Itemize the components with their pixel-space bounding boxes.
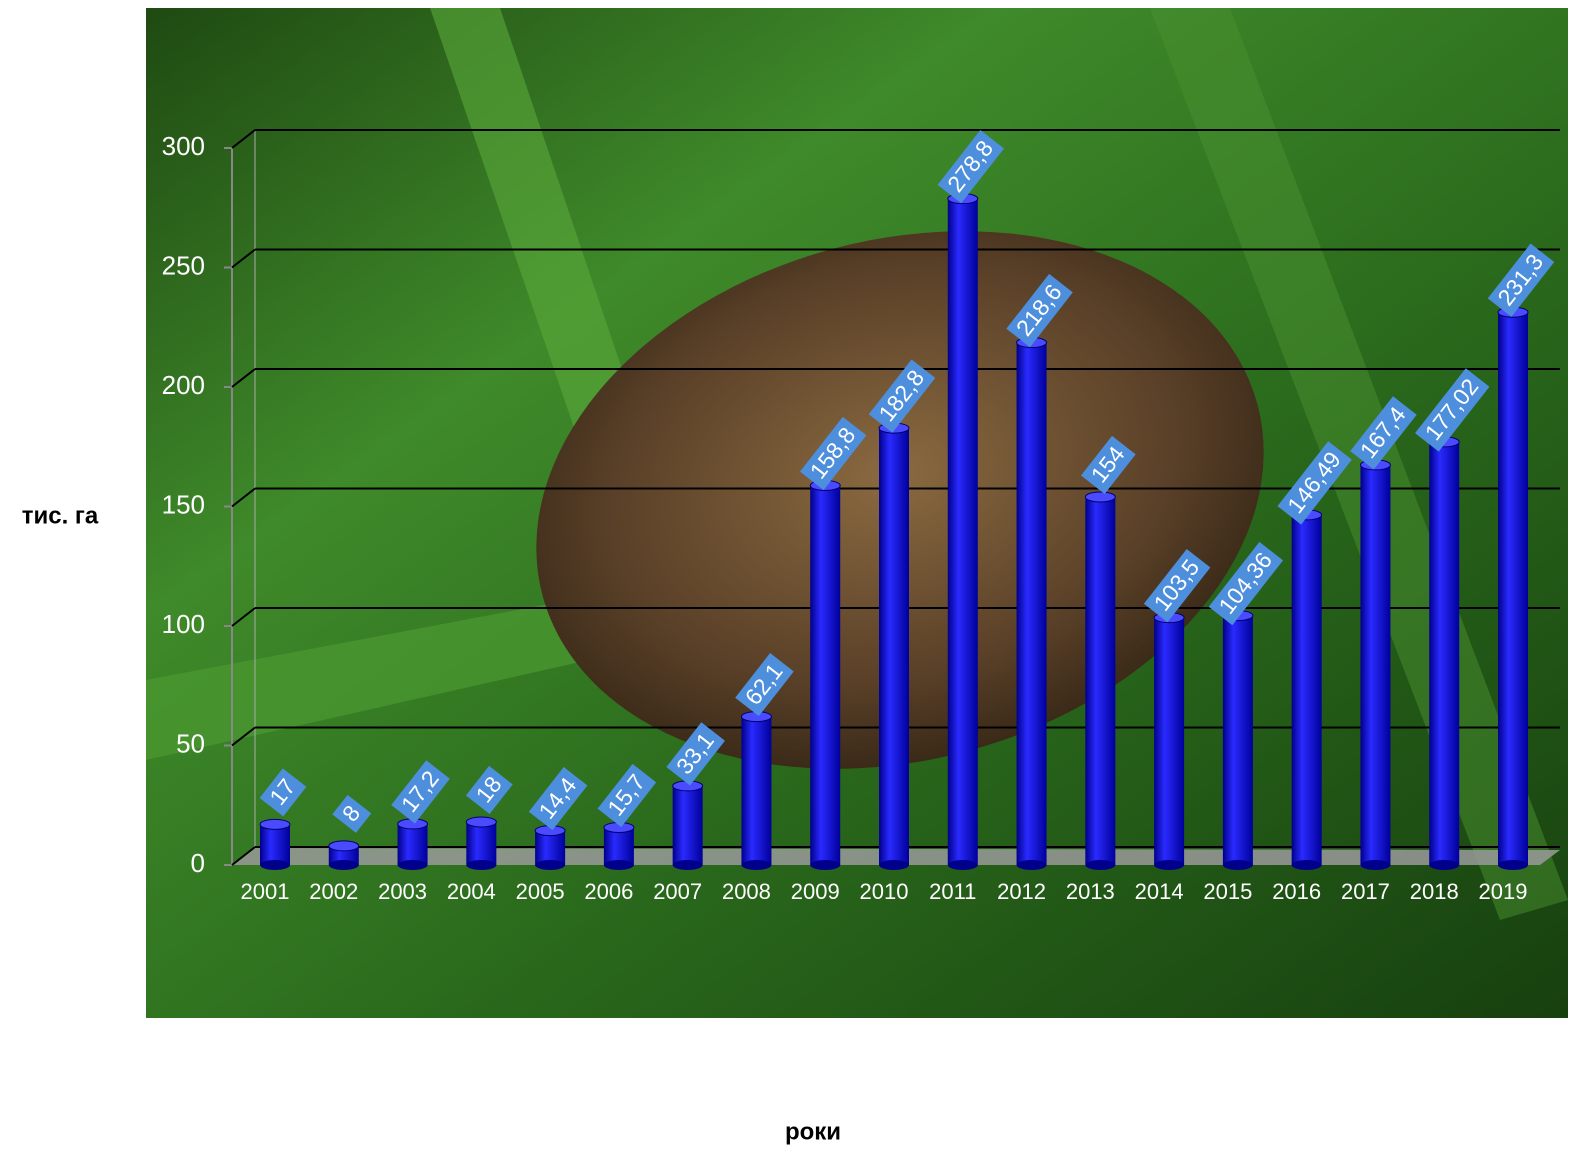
bar-base (947, 860, 978, 870)
value-label-box (799, 416, 867, 491)
x-tick-label: 2014 (1135, 879, 1184, 904)
x-tick-label: 2008 (722, 879, 771, 904)
value-label-box (1415, 368, 1490, 452)
x-tick-label: 2002 (309, 879, 358, 904)
x-tick-label: 2012 (997, 879, 1046, 904)
bar-base (466, 860, 497, 870)
grid-line (231, 129, 256, 149)
bar-base (1222, 860, 1253, 870)
bar-base (1016, 860, 1047, 870)
x-tick-label: 2003 (378, 879, 427, 904)
y-tick-label: 0 (191, 848, 205, 878)
x-tick-label: 2011 (929, 879, 976, 904)
bar-top (328, 840, 360, 852)
value-label-box (528, 766, 588, 831)
bar (1429, 441, 1460, 865)
grid-line (231, 607, 256, 627)
x-tick-label: 2013 (1066, 879, 1115, 904)
value-label-box (391, 760, 450, 824)
value-label-box (1208, 541, 1284, 626)
bar-base (741, 860, 772, 870)
x-tick-label: 2015 (1203, 879, 1252, 904)
bar-base (810, 860, 841, 870)
value-label-box (735, 652, 794, 717)
bar-base (603, 860, 634, 870)
y-tick-label: 50 (176, 728, 205, 758)
grass-blade (1150, 8, 1568, 920)
value-label-box (1277, 441, 1352, 525)
x-tick-label: 2016 (1272, 879, 1321, 904)
y-tick-label: 150 (162, 489, 205, 519)
x-tick-label: 2018 (1410, 879, 1459, 904)
value-label-box (1006, 273, 1073, 348)
value-label-box (332, 794, 372, 833)
y-tick-label: 250 (162, 250, 205, 280)
x-tick-label: 2004 (447, 879, 496, 904)
bar (1222, 615, 1253, 865)
bar-base (397, 860, 428, 870)
bar-base (535, 860, 566, 870)
bar (1085, 496, 1116, 865)
x-tick-label: 2006 (584, 879, 633, 904)
bar-top (465, 816, 497, 828)
bar-base (1154, 860, 1185, 870)
value-label-box (1143, 548, 1211, 623)
bar (1360, 464, 1391, 865)
bar-base (328, 860, 359, 870)
bar (947, 198, 978, 866)
bar-base (1085, 860, 1116, 870)
bar-base (1498, 860, 1528, 870)
grid-line (231, 487, 256, 508)
bar (466, 821, 497, 865)
bar (879, 428, 909, 865)
bar-base (1291, 860, 1322, 870)
value-label-box (597, 763, 657, 828)
bar (741, 716, 772, 865)
bar (535, 830, 566, 865)
bar-top (1084, 491, 1116, 503)
x-tick-label: 2019 (1479, 879, 1528, 904)
value-label-box (1081, 435, 1136, 495)
grid-line (231, 726, 256, 747)
value-label-box (666, 722, 725, 786)
value-label-box (1350, 396, 1417, 470)
y-tick-label: 100 (162, 609, 205, 639)
bar (1016, 342, 1047, 865)
y-tick-label: 200 (162, 370, 205, 400)
x-axis-label: роки (785, 1118, 841, 1145)
x-tick-label: 2009 (791, 879, 840, 904)
bar (397, 823, 428, 865)
bar (672, 785, 703, 865)
bar-base (879, 860, 909, 870)
bar (603, 827, 634, 865)
value-label: 18 (465, 765, 513, 815)
x-tick-label: 2001 (241, 879, 290, 904)
value-label-box (937, 130, 1005, 204)
grid-line (231, 846, 256, 866)
bar-base (260, 860, 290, 870)
value-label-box (465, 765, 513, 815)
x-tick-label: 2010 (860, 879, 909, 904)
y-axis-label: тис. га (22, 502, 99, 529)
bar (1291, 514, 1322, 865)
x-tick-label: 2007 (653, 879, 702, 904)
bar-base (1360, 860, 1391, 870)
grid-line (231, 368, 256, 388)
bar (260, 824, 290, 865)
value-label-box (1487, 243, 1555, 317)
bar (810, 485, 841, 865)
grid-line (231, 248, 256, 269)
y-tick-label: 300 (162, 131, 205, 161)
value-label-box (868, 359, 936, 433)
bar (1498, 312, 1528, 865)
bar (1154, 617, 1185, 865)
value-label-box (259, 768, 307, 817)
x-tick-label: 2005 (516, 879, 565, 904)
bar-base (1429, 860, 1460, 870)
bar-top (259, 818, 291, 830)
bar-base (672, 860, 703, 870)
x-tick-label: 2017 (1341, 879, 1390, 904)
